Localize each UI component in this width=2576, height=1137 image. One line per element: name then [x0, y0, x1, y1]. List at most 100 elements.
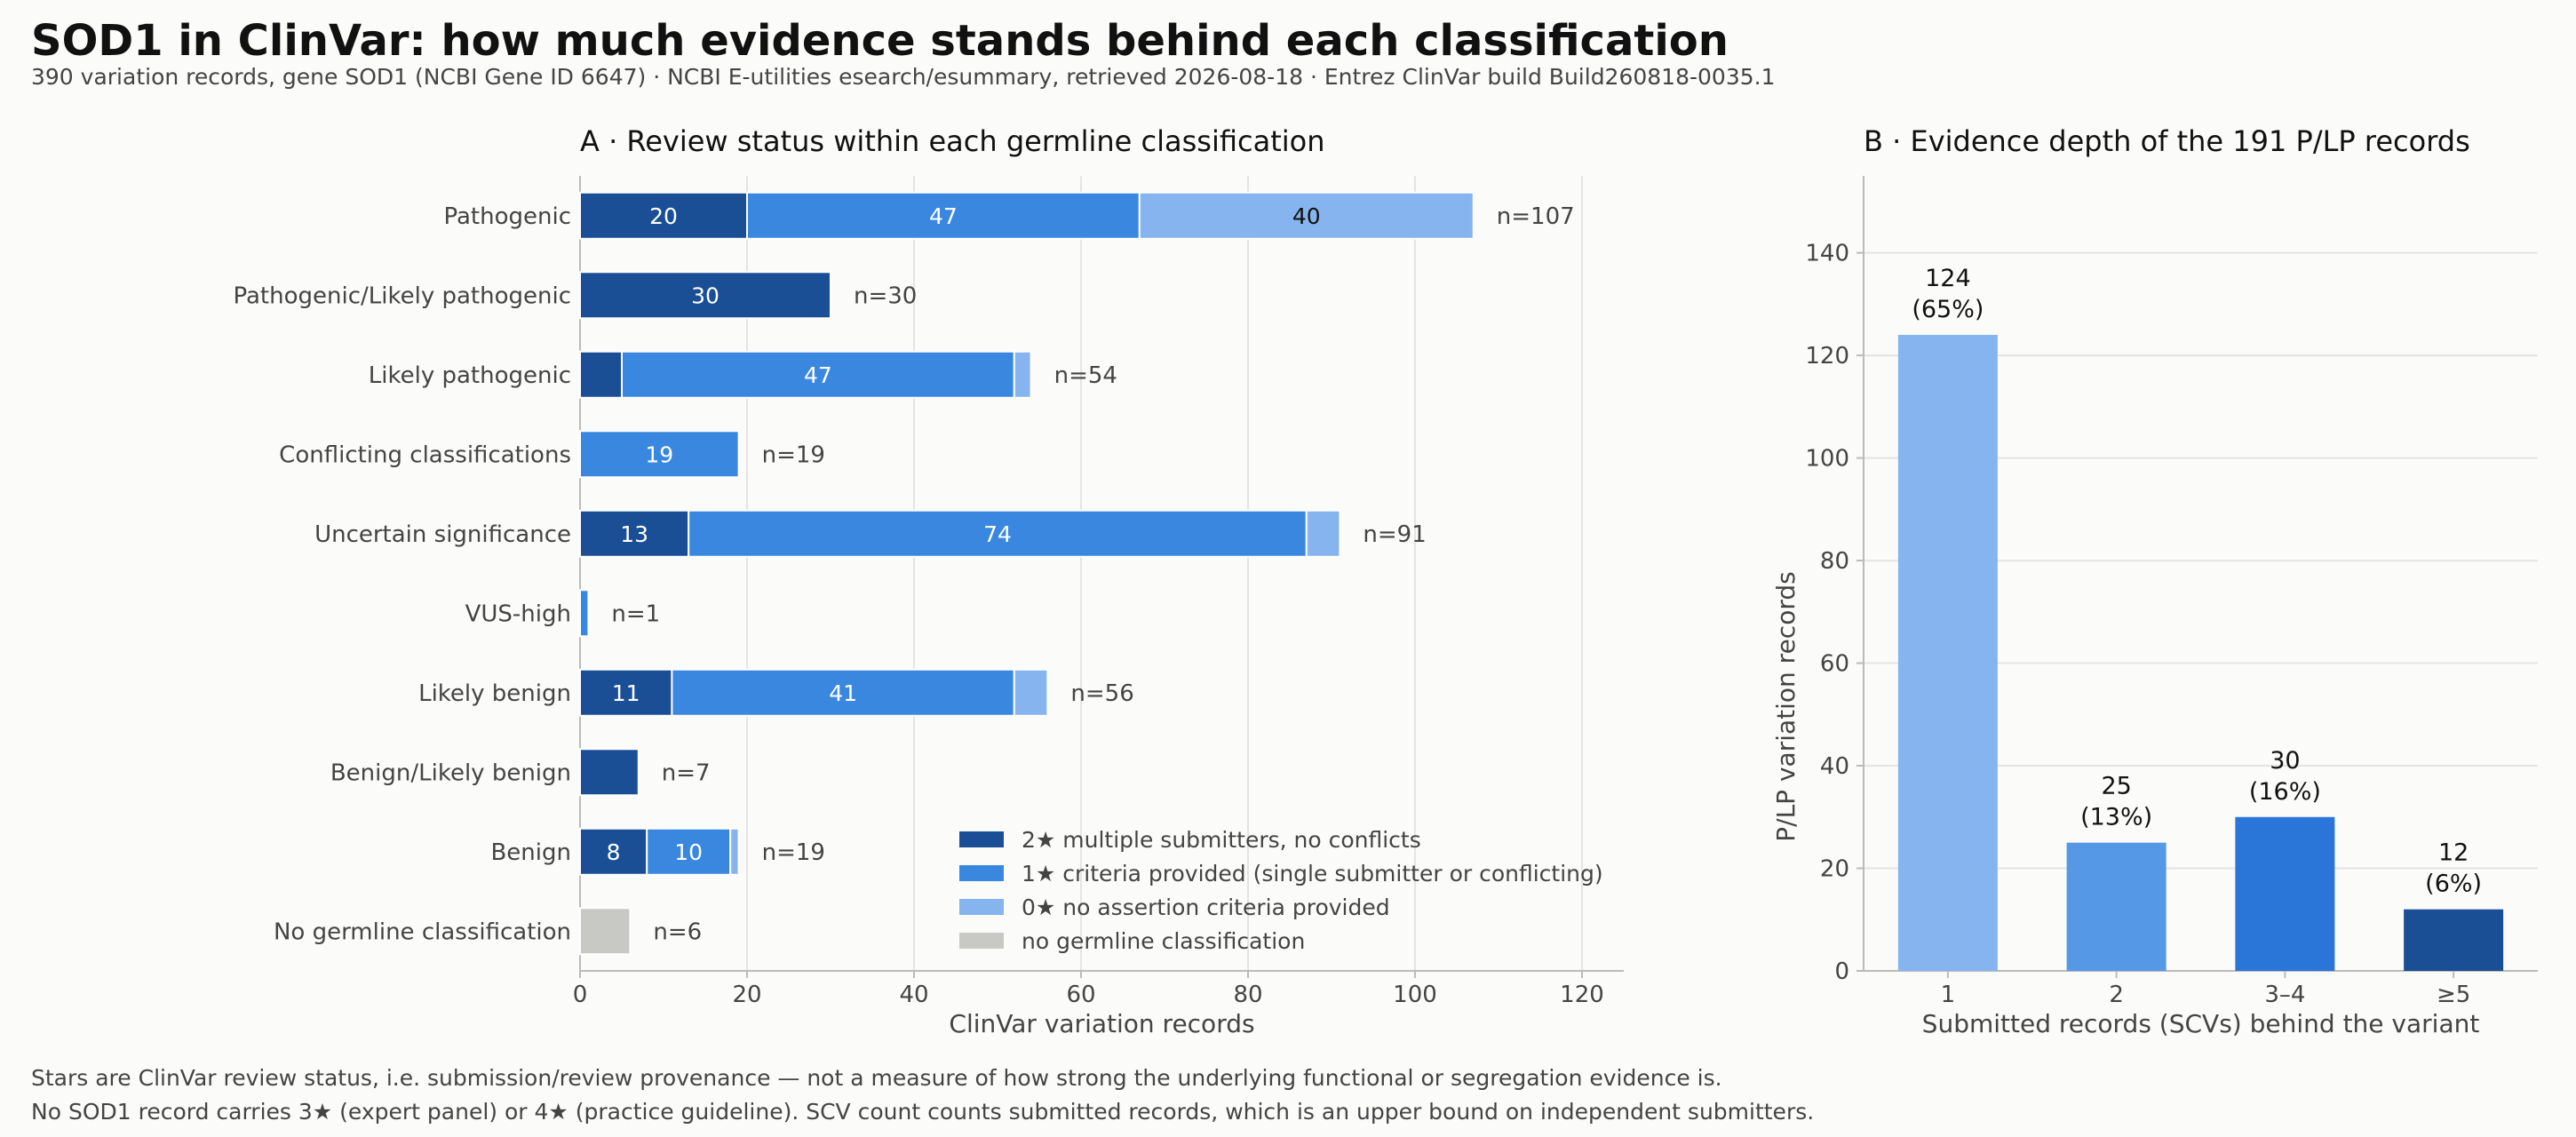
legend-swatch — [959, 933, 1004, 949]
panel-a-total-label: n=7 — [662, 759, 711, 786]
panel-b-bar — [2066, 842, 2167, 971]
panel-a-segment-label: 20 — [649, 203, 678, 229]
page-title: SOD1 in ClinVar: how much evidence stand… — [31, 16, 1729, 66]
legend-label: 0★ no assertion criteria provided — [1022, 894, 1390, 920]
panel-b-pct-label: (13%) — [2080, 804, 2152, 831]
panel-b-x-label: Submitted records (SCVs) behind the vari… — [1922, 1009, 2480, 1038]
panel-a-bar-segment — [579, 907, 632, 956]
panel-b-tick-label: 120 — [1805, 343, 1849, 370]
panel-a-category-label: Benign/Likely benign — [330, 759, 571, 786]
panel-a-tick-label: 60 — [1066, 982, 1095, 1008]
panel-a-category-label: Conflicting classifications — [279, 441, 571, 468]
panel-a-tick-label: 0 — [573, 982, 588, 1008]
panel-a-bar-segment — [671, 668, 1015, 717]
panel-a-category-label: Uncertain significance — [314, 521, 571, 548]
panel-a-title: A · Review status within each germline c… — [580, 124, 1325, 158]
panel-a-category-label: Pathogenic/Likely pathogenic — [233, 282, 571, 309]
panel-a-bar-segment — [621, 350, 1015, 399]
panel-a-category-label: No germline classification — [274, 918, 571, 945]
panel-a-bar-segment — [646, 827, 732, 876]
panel-a-bar-segment — [1305, 509, 1341, 558]
legend-swatch — [959, 865, 1004, 881]
footnote-2: No SOD1 record carries 3★ (expert panel)… — [31, 1099, 1815, 1125]
panel-a-segment-label: 41 — [829, 680, 857, 706]
panel-a-bar-segment — [579, 430, 740, 479]
panel-a-category-label: Likely benign — [418, 680, 571, 707]
panel-a-bar-segment — [579, 271, 831, 320]
panel-b-bar — [2235, 816, 2335, 971]
panel-a-total-label: n=91 — [1363, 521, 1426, 548]
legend-swatch — [959, 831, 1004, 847]
panel-b-value-label: 25 — [2101, 773, 2131, 800]
panel-a-category-label: VUS-high — [465, 600, 571, 627]
panel-b-tick-label: 60 — [1820, 651, 1849, 678]
legend-label: no germline classification — [1022, 928, 1305, 954]
panel-a-segment-label: 30 — [691, 282, 720, 308]
panel-a-bar-segment — [579, 589, 590, 638]
panel-b-category-label: 3–4 — [2264, 982, 2305, 1008]
panel-b-tick-label: 100 — [1805, 446, 1849, 473]
panel-b-pct-label: (16%) — [2249, 778, 2321, 806]
legend-label: 2★ multiple submitters, no conflicts — [1022, 827, 1421, 853]
panel-b-bar — [1897, 335, 1998, 971]
footnotes: Stars are ClinVar review status, i.e. su… — [31, 1061, 1814, 1129]
panel-a: A · Review status within each germline c… — [233, 124, 1624, 1038]
panel-a-tick-label: 120 — [1560, 982, 1604, 1008]
panel-a-tick-label: 20 — [732, 982, 761, 1008]
panel-b-value-label: 124 — [1925, 265, 1971, 292]
panel-a-total-label: n=6 — [653, 918, 702, 945]
panel-a-bar-segment — [579, 191, 748, 240]
panel-b-value-label: 12 — [2438, 839, 2469, 867]
panel-a-segment-label: 74 — [983, 521, 1012, 547]
panel-a-bar-segment — [1138, 191, 1475, 240]
footnote-1: Stars are ClinVar review status, i.e. su… — [31, 1065, 1722, 1091]
panel-b-pct-label: (65%) — [1912, 296, 1984, 323]
panel-a-total-label: n=19 — [762, 441, 825, 468]
panel-a-bar-segment — [746, 191, 1141, 240]
panel-a-segment-label: 47 — [804, 362, 832, 388]
panel-a-category-label: Benign — [490, 839, 571, 866]
panel-b: B · Evidence depth of the 191 P/LP recor… — [1771, 124, 2538, 1038]
panel-a-bar-segment — [729, 827, 740, 876]
panel-a-total-label: n=19 — [762, 839, 825, 866]
page-subtitle: 390 variation records, gene SOD1 (NCBI G… — [31, 64, 1776, 90]
panel-a-total-label: n=1 — [611, 600, 660, 627]
panel-b-tick-label: 20 — [1820, 856, 1849, 883]
panel-b-title: B · Evidence depth of the 191 P/LP recor… — [1864, 124, 2470, 158]
panel-a-segment-label: 11 — [612, 680, 640, 706]
panel-a-segment-label: 47 — [929, 203, 958, 229]
panel-b-tick-label: 40 — [1820, 753, 1849, 780]
panel-a-bar-segment — [688, 509, 1308, 558]
panel-b-bar — [2404, 909, 2504, 971]
panel-a-category-label: Pathogenic — [443, 203, 571, 230]
panel-a-segment-label: 8 — [607, 839, 621, 865]
panel-a-tick-label: 100 — [1393, 982, 1437, 1008]
panel-a-bar-segment — [1013, 350, 1032, 399]
panel-a-bar-segment — [579, 748, 640, 797]
panel-a-total-label: n=56 — [1070, 680, 1133, 707]
panel-a-segment-label: 19 — [645, 441, 673, 467]
panel-a-segment-label: 13 — [620, 521, 648, 547]
panel-a-category-label: Likely pathogenic — [369, 362, 571, 389]
panel-b-category-label: 2 — [2109, 982, 2124, 1008]
legend-label: 1★ criteria provided (single submitter o… — [1022, 861, 1603, 887]
panel-b-category-label: ≥5 — [2437, 982, 2470, 1008]
panel-b-y-label: P/LP variation records — [1771, 571, 1801, 841]
panel-b-tick-label: 140 — [1805, 241, 1849, 267]
panel-a-tick-label: 40 — [899, 982, 928, 1008]
panel-a-segment-label: 40 — [1292, 203, 1321, 229]
panel-b-pct-label: (6%) — [2425, 871, 2482, 898]
panel-b-tick-label: 80 — [1820, 548, 1849, 575]
panel-a-x-label: ClinVar variation records — [949, 1009, 1254, 1038]
panel-a-total-label: n=107 — [1497, 203, 1575, 230]
legend-swatch — [959, 899, 1004, 915]
panel-a-bar-segment — [579, 350, 623, 399]
panel-a-tick-label: 80 — [1233, 982, 1262, 1008]
panel-b-tick-label: 0 — [1834, 958, 1849, 985]
panel-a-total-label: n=54 — [1054, 362, 1117, 389]
panel-a-bar-segment — [579, 509, 690, 558]
panel-b-value-label: 30 — [2270, 747, 2300, 775]
panel-a-total-label: n=30 — [854, 282, 917, 309]
panel-a-segment-label: 10 — [674, 839, 703, 865]
